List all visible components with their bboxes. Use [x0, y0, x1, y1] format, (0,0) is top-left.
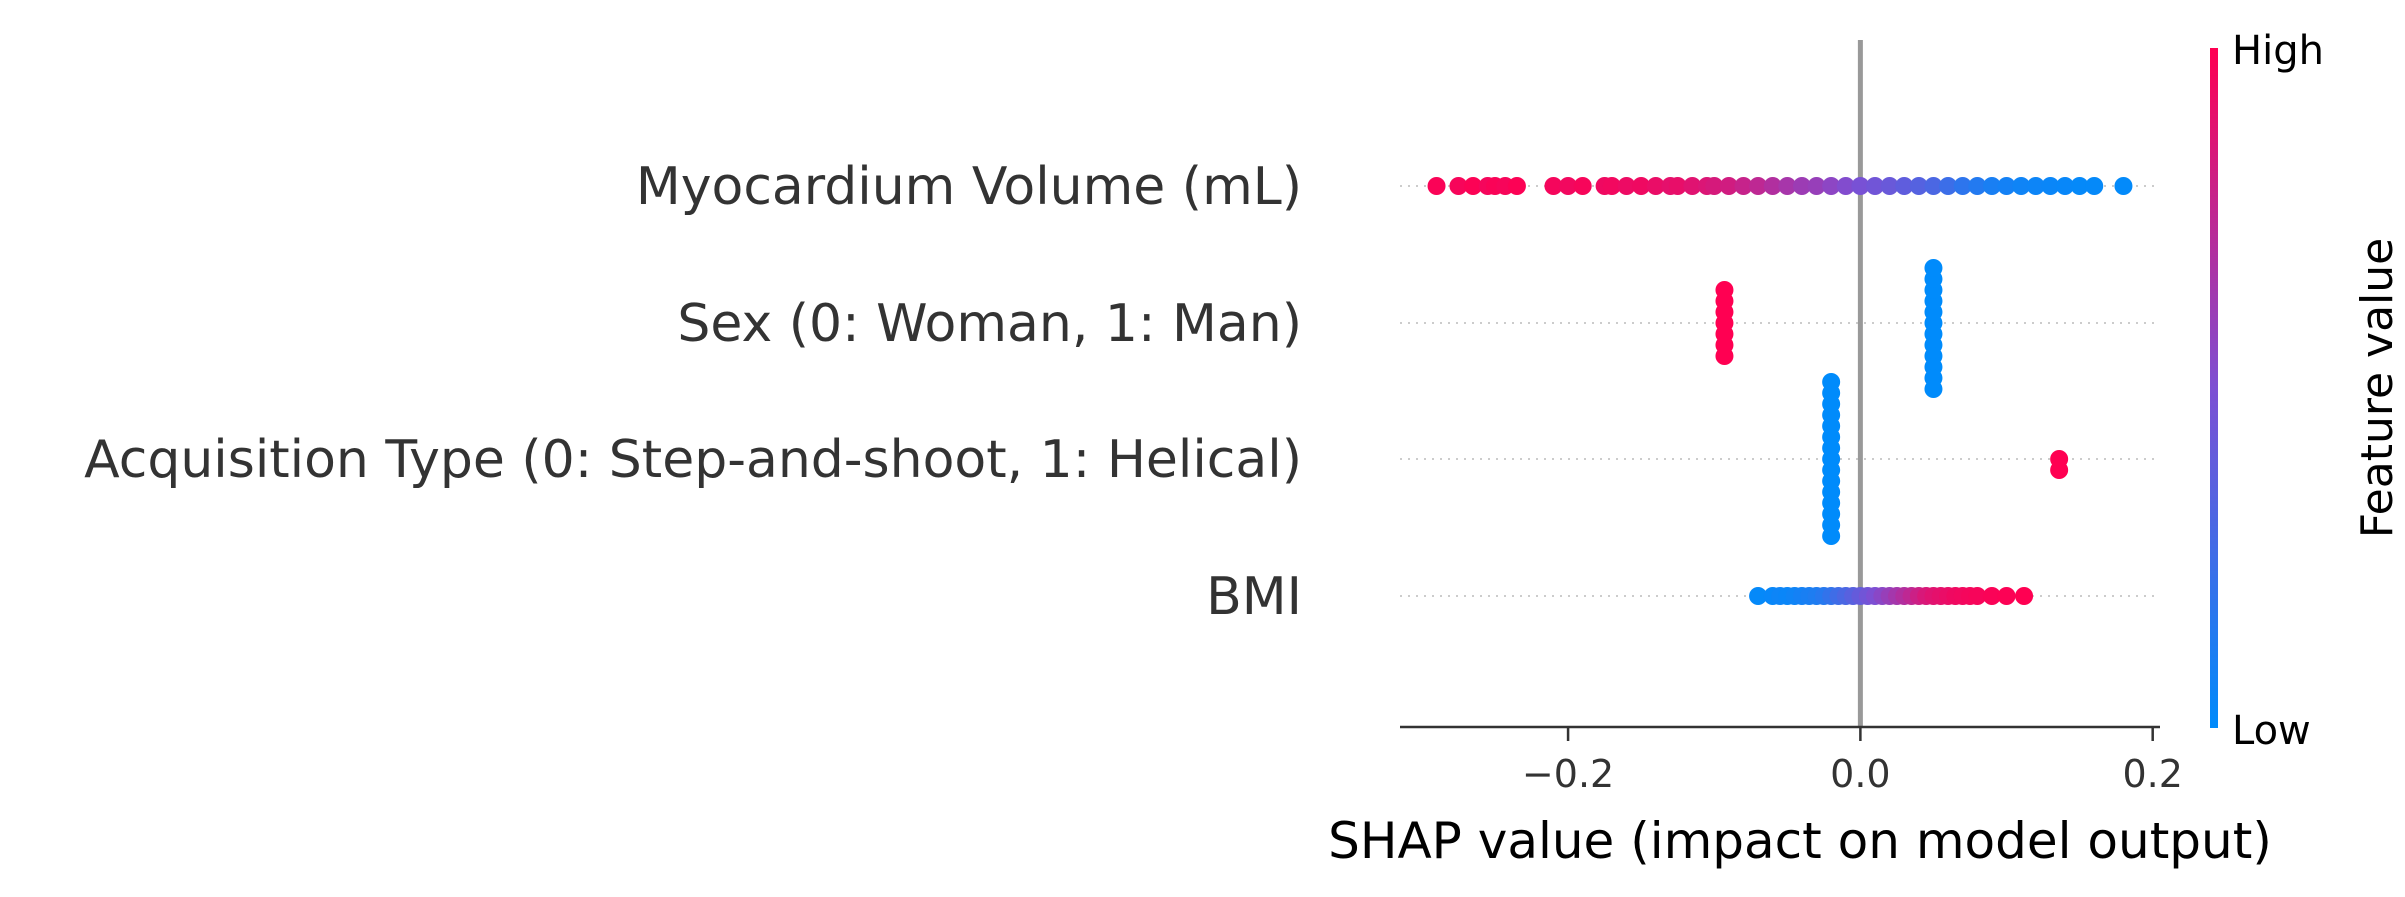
feature-label: Acquisition Type (0: Step-and-shoot, 1: …: [84, 430, 1302, 490]
shap-point: [1602, 177, 1621, 195]
shap-point: [1449, 177, 1468, 195]
shap-point: [2056, 177, 2074, 195]
shap-point: [1939, 177, 1958, 195]
x-axis: −0.2 0.0 0.2: [1400, 725, 2183, 796]
shap-point: [1851, 177, 1870, 195]
shap-point: [1668, 177, 1687, 195]
colorbar-title: Feature value: [2352, 238, 2403, 538]
x-axis-title: SHAP value (impact on model output): [1328, 812, 2272, 870]
shap-point: [2041, 177, 2060, 195]
feature-label: Sex (0: Woman, 1: Man): [677, 294, 1302, 354]
shap-point: [1719, 177, 1738, 195]
feature-label: BMI: [1206, 567, 1302, 627]
shap-point: [1968, 587, 1987, 605]
shap-point: [1559, 177, 1578, 195]
shap-point: [1924, 177, 1943, 195]
shap-point: [2114, 177, 2133, 195]
shap-point: [1982, 177, 2001, 195]
shap-point: [1982, 587, 2001, 605]
shap-point: [2050, 461, 2069, 479]
shap-point: [1705, 177, 1724, 195]
shap-point: [1822, 373, 1841, 391]
x-tick-label: 0.0: [1830, 752, 1890, 796]
shap-point: [1909, 177, 1928, 195]
shap-point: [1822, 177, 1841, 195]
colorbar: High Low Feature value: [2210, 28, 2403, 754]
shap-dots: [1427, 177, 2133, 605]
shap-point: [1507, 177, 1526, 195]
shap-point: [1822, 527, 1841, 545]
colorbar-high-label: High: [2232, 28, 2324, 74]
shap-point: [1715, 347, 1734, 365]
shap-point: [1749, 587, 1768, 605]
shap-point: [1617, 177, 1636, 195]
shap-point: [1427, 177, 1446, 195]
shap-point: [1749, 177, 1768, 195]
row-guide-lines: [1400, 185, 2160, 597]
shap-point: [1807, 177, 1826, 195]
x-tick-label: −0.2: [1522, 752, 1614, 796]
shap-point: [1880, 177, 1899, 195]
shap-point: [1734, 177, 1753, 195]
shap-point: [1997, 587, 2016, 605]
shap-point: [1573, 177, 1592, 195]
colorbar-low-label: Low: [2232, 708, 2311, 754]
shap-point: [1646, 177, 1665, 195]
shap-point: [1866, 177, 1884, 195]
shap-point: [1968, 177, 1987, 195]
shap-point: [1544, 177, 1563, 195]
shap-point: [2085, 177, 2104, 195]
shap-point: [1836, 177, 1855, 195]
x-tick-label: 0.2: [2122, 752, 2182, 796]
shap-point: [1632, 177, 1651, 195]
shap-point: [1924, 380, 1943, 398]
shap-point: [1924, 259, 1943, 277]
shap-point: [1778, 177, 1797, 195]
shap-point: [1953, 177, 1972, 195]
shap-point: [1792, 177, 1811, 195]
feature-label: Myocardium Volume (mL): [636, 157, 1302, 217]
shap-point: [2070, 177, 2089, 195]
shap-point: [1683, 177, 1702, 195]
colorbar-gradient: [2210, 48, 2218, 728]
shap-point: [1715, 281, 1734, 299]
shap-point: [1895, 177, 1914, 195]
shap-point: [2026, 177, 2045, 195]
shap-point: [2015, 587, 2034, 605]
shap-point: [1997, 177, 2016, 195]
shap-point: [2012, 177, 2031, 195]
feature-labels: Myocardium Volume (mL) Sex (0: Woman, 1: …: [84, 157, 1302, 627]
shap-point: [1464, 177, 1483, 195]
shap-point: [1763, 177, 1782, 195]
